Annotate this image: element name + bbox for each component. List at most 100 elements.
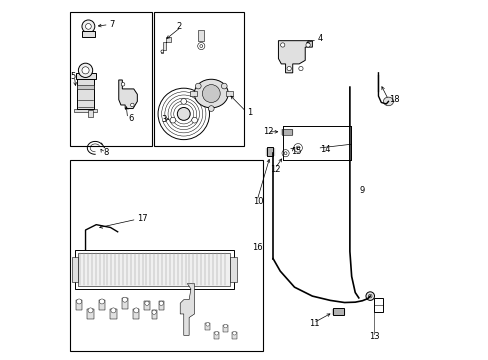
Circle shape — [78, 63, 93, 77]
Bar — [189, 91, 197, 96]
Bar — [205, 323, 210, 330]
Circle shape — [367, 294, 371, 298]
Circle shape — [159, 301, 163, 305]
Bar — [70, 160, 263, 351]
Circle shape — [121, 82, 124, 86]
Polygon shape — [119, 80, 137, 109]
Bar — [283, 126, 350, 160]
Circle shape — [232, 332, 236, 335]
Circle shape — [170, 117, 176, 123]
Polygon shape — [160, 37, 171, 53]
Ellipse shape — [194, 79, 228, 108]
Circle shape — [296, 146, 299, 150]
Circle shape — [205, 323, 209, 326]
Bar — [223, 325, 227, 332]
Bar — [75, 249, 233, 289]
Circle shape — [134, 308, 139, 313]
Bar — [144, 301, 149, 310]
Text: 4: 4 — [317, 35, 322, 44]
Circle shape — [144, 301, 149, 305]
Bar — [74, 109, 97, 112]
Text: 11: 11 — [308, 319, 319, 328]
Bar — [373, 298, 382, 312]
Bar — [77, 79, 94, 109]
Text: 14: 14 — [320, 145, 330, 154]
Circle shape — [365, 292, 374, 300]
Circle shape — [161, 50, 163, 53]
Text: 15: 15 — [290, 147, 301, 156]
Text: 7: 7 — [109, 20, 115, 29]
Bar — [214, 332, 219, 339]
Circle shape — [200, 45, 203, 48]
Circle shape — [282, 150, 288, 157]
Circle shape — [111, 308, 116, 313]
Polygon shape — [180, 284, 194, 336]
Text: 12: 12 — [270, 165, 281, 174]
Polygon shape — [278, 41, 312, 73]
Circle shape — [130, 103, 134, 107]
Polygon shape — [383, 97, 393, 106]
Circle shape — [191, 117, 197, 123]
Circle shape — [214, 332, 218, 335]
Circle shape — [286, 66, 291, 71]
Circle shape — [99, 299, 104, 304]
Bar — [225, 91, 233, 96]
Bar — [151, 310, 157, 319]
Bar — [133, 309, 139, 319]
Bar — [87, 309, 94, 319]
Bar — [70, 12, 152, 146]
Bar — [122, 298, 128, 309]
Circle shape — [195, 83, 201, 89]
Text: 10: 10 — [252, 197, 263, 206]
Circle shape — [88, 308, 93, 313]
Circle shape — [197, 42, 204, 50]
Text: 12: 12 — [263, 127, 273, 136]
Circle shape — [293, 144, 302, 152]
Bar — [110, 309, 116, 319]
Circle shape — [85, 23, 91, 29]
Circle shape — [77, 299, 81, 304]
Circle shape — [158, 88, 209, 140]
Circle shape — [305, 43, 309, 47]
Bar — [88, 111, 93, 117]
Circle shape — [181, 99, 186, 104]
Bar — [76, 300, 82, 310]
Text: 16: 16 — [252, 243, 263, 252]
Circle shape — [280, 43, 285, 47]
Bar — [231, 332, 237, 339]
Bar — [78, 252, 230, 286]
Text: 5: 5 — [70, 72, 75, 81]
Text: 17: 17 — [137, 214, 148, 223]
Bar — [77, 85, 94, 89]
Circle shape — [82, 20, 95, 33]
Bar — [154, 12, 244, 146]
Circle shape — [284, 152, 286, 155]
Bar — [82, 31, 95, 37]
Circle shape — [298, 66, 303, 71]
Bar — [230, 257, 236, 282]
Text: 18: 18 — [388, 95, 399, 104]
Bar — [282, 129, 291, 135]
Bar — [99, 300, 105, 310]
Bar — [198, 30, 204, 41]
Circle shape — [221, 83, 226, 89]
Text: 2: 2 — [176, 22, 182, 31]
Circle shape — [82, 67, 89, 74]
Text: 6: 6 — [128, 114, 134, 123]
Text: 1: 1 — [247, 108, 252, 117]
Bar — [72, 257, 78, 282]
Bar — [75, 73, 95, 79]
Circle shape — [122, 297, 127, 302]
Bar — [332, 308, 343, 315]
Text: 9: 9 — [359, 186, 364, 195]
Text: 8: 8 — [103, 148, 108, 157]
Text: 13: 13 — [368, 332, 379, 341]
Circle shape — [152, 310, 156, 314]
Circle shape — [177, 108, 190, 120]
Circle shape — [208, 106, 214, 111]
Bar — [266, 147, 273, 156]
Circle shape — [202, 85, 220, 103]
Circle shape — [224, 324, 227, 328]
Bar — [159, 301, 164, 310]
Text: 3: 3 — [161, 115, 166, 124]
